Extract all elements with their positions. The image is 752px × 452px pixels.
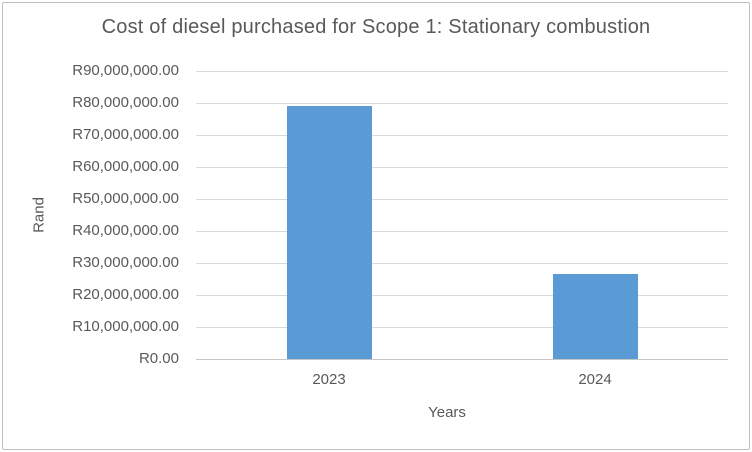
gridline <box>196 103 728 104</box>
x-axis-title: Years <box>428 404 466 421</box>
gridline <box>196 71 728 72</box>
bar-2024 <box>553 274 638 359</box>
bar-2023 <box>287 106 372 359</box>
y-tick-label: R80,000,000.00 <box>72 94 179 111</box>
chart-title: Cost of diesel purchased for Scope 1: St… <box>101 16 651 38</box>
y-tick-label: R0.00 <box>138 350 179 367</box>
y-tick-label: R90,000,000.00 <box>72 62 179 79</box>
y-tick-label: R30,000,000.00 <box>72 254 179 271</box>
y-tick-label: R60,000,000.00 <box>72 158 179 175</box>
gridline <box>196 327 728 328</box>
x-tick-label: 2023 <box>312 371 346 388</box>
gridline <box>196 231 728 232</box>
y-tick-label: R20,000,000.00 <box>72 286 179 303</box>
gridline <box>196 263 728 264</box>
x-tick-label: 2024 <box>578 371 612 388</box>
y-tick-label: R70,000,000.00 <box>72 126 179 143</box>
gridline <box>196 135 728 136</box>
gridline <box>196 167 728 168</box>
gridline <box>196 199 728 200</box>
x-axis-line <box>196 359 728 360</box>
gridline <box>196 295 728 296</box>
y-tick-label: R40,000,000.00 <box>72 222 179 239</box>
y-tick-label: R50,000,000.00 <box>72 190 179 207</box>
y-tick-label: R10,000,000.00 <box>72 318 179 335</box>
